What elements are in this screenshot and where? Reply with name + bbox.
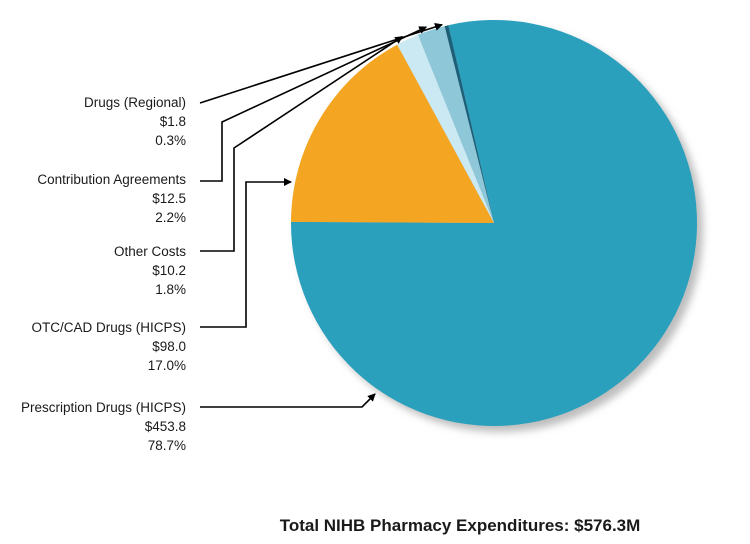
- label-drugs-regional: Drugs (Regional) $1.8 0.3%: [84, 93, 186, 150]
- leader-contribution-agreements: [200, 26, 428, 182]
- leader-prescription-drugs: [200, 393, 376, 408]
- label-percent: 1.8%: [155, 282, 186, 297]
- label-amount: $453.8: [144, 419, 186, 434]
- label-amount: $12.5: [152, 191, 186, 206]
- label-percent: 17.0%: [147, 358, 186, 373]
- pie-slice-other-costs: [397, 34, 494, 223]
- label-percent: 0.3%: [155, 133, 186, 148]
- label-amount: $98.0: [152, 339, 186, 354]
- chart-total-caption: Total NIHB Pharmacy Expenditures: $576.3…: [279, 516, 641, 535]
- label-name: Drugs (Regional): [83, 95, 186, 110]
- label-percent: 78.7%: [147, 438, 186, 453]
- label-other-costs: Other Costs $10.2 1.8%: [114, 242, 186, 299]
- label-name: Prescription Drugs (HICPS): [20, 400, 186, 415]
- pie-slice-drugs-regional: [444, 25, 494, 224]
- label-contribution-agreements: Contribution Agreements $12.5 2.2%: [37, 170, 186, 227]
- label-amount: $1.8: [159, 114, 186, 129]
- leader-other-costs: [200, 36, 404, 252]
- pie-slice-contribution-agreements: [417, 26, 494, 223]
- leader-otc-cad-drugs: [200, 178, 292, 328]
- label-percent: 2.2%: [155, 210, 186, 225]
- pie-slice-otc-cad-drugs-hicps: [291, 44, 494, 223]
- label-prescription-drugs: Prescription Drugs (HICPS) $453.8 78.7%: [21, 398, 186, 455]
- label-name: Contribution Agreements: [37, 172, 186, 187]
- label-name: Other Costs: [113, 244, 186, 259]
- label-name: OTC/CAD Drugs (HICPS): [31, 320, 186, 335]
- label-otc-cad-drugs: OTC/CAD Drugs (HICPS) $98.0 17.0%: [31, 318, 186, 375]
- label-amount: $10.2: [152, 263, 186, 278]
- pie-slice-prescription-drugs-hicps: [290, 19, 697, 426]
